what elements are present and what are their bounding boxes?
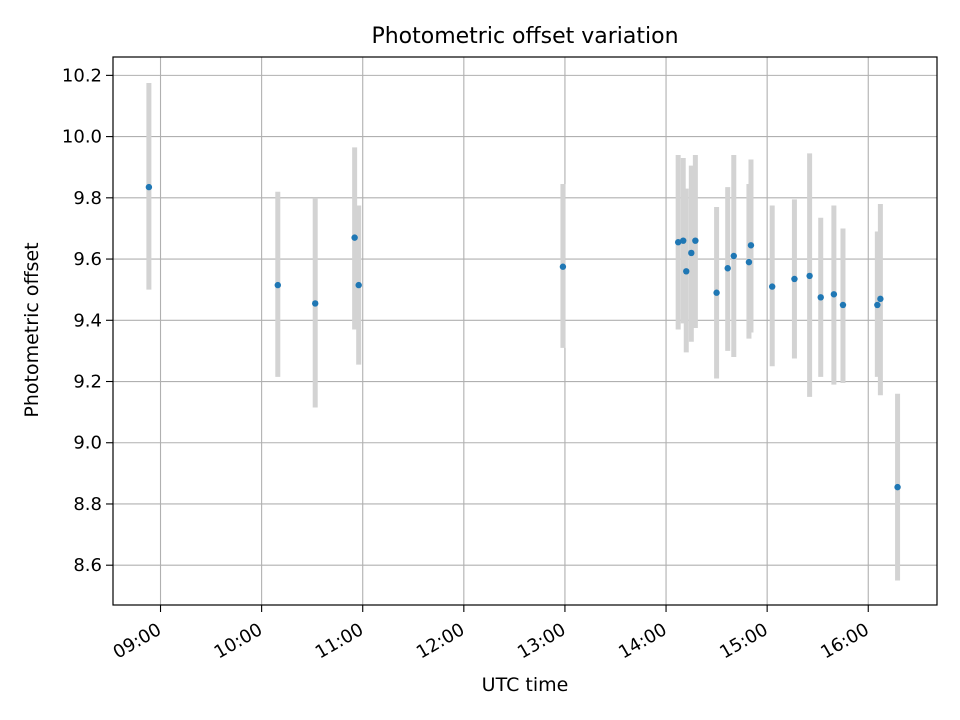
- data-point: [145, 183, 153, 191]
- y-tick-label: 10.0: [62, 127, 102, 148]
- data-point: [791, 275, 798, 283]
- y-tick-label: 10.2: [62, 65, 102, 86]
- data-point: [745, 258, 753, 266]
- y-tick-label: 8.6: [73, 555, 102, 576]
- y-tick-label: 8.8: [73, 494, 102, 515]
- data-point: [312, 300, 319, 307]
- data-point: [839, 301, 847, 309]
- data-point: [351, 234, 358, 241]
- data-point: [692, 237, 699, 244]
- data-point: [680, 237, 687, 244]
- plot-frame: [112, 56, 938, 606]
- data-point: [877, 295, 884, 303]
- data-point: [817, 294, 824, 301]
- x-axis-label: UTC time: [482, 674, 569, 696]
- y-axis-label: Photometric offset: [21, 242, 43, 417]
- data-point: [769, 283, 776, 290]
- data-point: [274, 281, 281, 289]
- data-point: [559, 263, 567, 270]
- y-axis: 8.6 8.8 9.0 9.2 9.4 9.6 9.8 10.0 10.2: [62, 65, 113, 576]
- data-point: [713, 289, 720, 296]
- y-tick-label: 9.4: [73, 310, 102, 331]
- data-point: [724, 265, 731, 272]
- y-tick-label: 9.6: [73, 249, 102, 270]
- data-point: [683, 268, 690, 275]
- chart-title: Photometric offset variation: [371, 24, 678, 49]
- data-point: [874, 301, 881, 309]
- data-point: [747, 242, 755, 249]
- data-point: [674, 239, 682, 246]
- data-point: [355, 281, 362, 289]
- y-tick-label: 9.2: [73, 372, 102, 393]
- data-point: [830, 291, 838, 298]
- data-points: [145, 183, 901, 491]
- data-point: [894, 483, 901, 491]
- data-point: [688, 249, 695, 257]
- y-tick-label: 9.8: [73, 188, 102, 209]
- y-tick-label: 9.0: [73, 433, 102, 454]
- data-point: [806, 272, 813, 280]
- grid: [113, 57, 937, 605]
- data-point: [730, 252, 737, 260]
